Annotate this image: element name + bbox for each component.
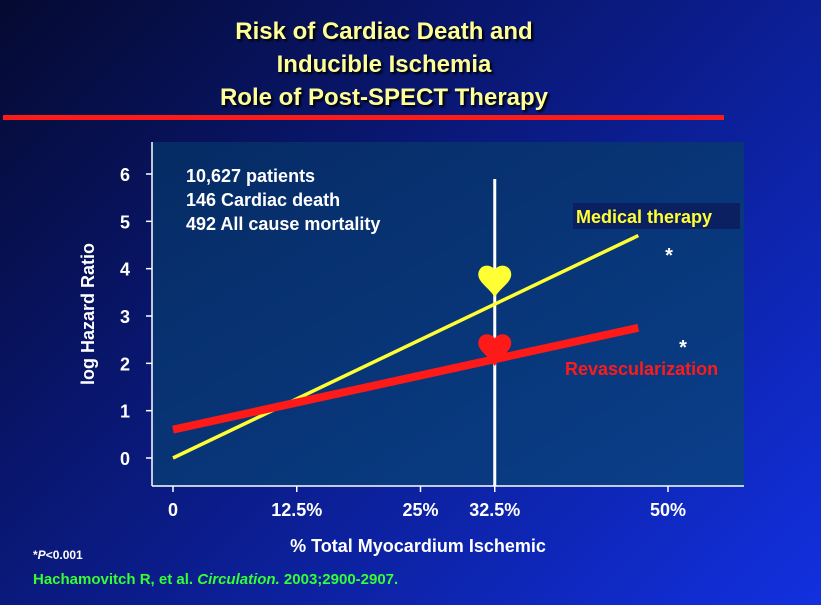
citation-ref: 2003;2900-2907. bbox=[283, 571, 399, 588]
footnote-value: <0.001 bbox=[45, 548, 83, 562]
y-axis-title: log Hazard Ratio bbox=[78, 243, 98, 385]
slide-title-line-1: Risk of Cardiac Death and bbox=[235, 18, 533, 45]
significance-asterisk: * bbox=[679, 337, 687, 359]
x-tick-label: 50% bbox=[650, 500, 686, 520]
series-label-revasc: Revascularization bbox=[565, 359, 718, 379]
citation-journal: Circulation. bbox=[197, 571, 280, 588]
heart-marker bbox=[478, 334, 512, 367]
x-tick-label: 12.5% bbox=[271, 500, 322, 520]
x-tick-label: 0 bbox=[168, 500, 178, 520]
series-label-medical: Medical therapy bbox=[576, 207, 712, 227]
significance-asterisk: * bbox=[665, 245, 673, 267]
citation-authors: Hachamovitch R, et al. bbox=[33, 571, 194, 588]
y-tick-label: 5 bbox=[120, 212, 130, 232]
x-axis-title: % Total Myocardium Ischemic bbox=[290, 536, 546, 556]
y-tick-label: 2 bbox=[120, 354, 130, 374]
y-tick-label: 0 bbox=[120, 449, 130, 469]
x-tick-label: 32.5% bbox=[469, 500, 520, 520]
slide-title-line-3: Role of Post-SPECT Therapy bbox=[219, 84, 549, 111]
x-tick-label: 25% bbox=[402, 500, 438, 520]
series-line bbox=[172, 233, 640, 460]
y-tick-label: 4 bbox=[120, 260, 130, 280]
note-line: 10,627 patients bbox=[186, 166, 315, 186]
heart-marker bbox=[478, 265, 512, 298]
note-line: 492 All cause mortality bbox=[186, 214, 380, 234]
y-tick-label: 1 bbox=[120, 402, 130, 422]
y-tick-label: 6 bbox=[120, 165, 130, 185]
plot-area bbox=[152, 142, 744, 486]
footnote: *P<0.001 bbox=[33, 548, 83, 562]
legend-medical-bg bbox=[573, 203, 740, 229]
title-underline-bar bbox=[3, 115, 724, 120]
footnote-p: P bbox=[37, 548, 46, 562]
series-line bbox=[172, 323, 640, 434]
citation: Hachamovitch R, et al. Circulation. 2003… bbox=[33, 571, 398, 588]
note-line: 146 Cardiac death bbox=[186, 190, 340, 210]
footnote-asterisk: * bbox=[33, 548, 38, 562]
slide-title-line-2: Inducible Ischemia bbox=[276, 51, 492, 78]
y-tick-label: 3 bbox=[120, 307, 130, 327]
